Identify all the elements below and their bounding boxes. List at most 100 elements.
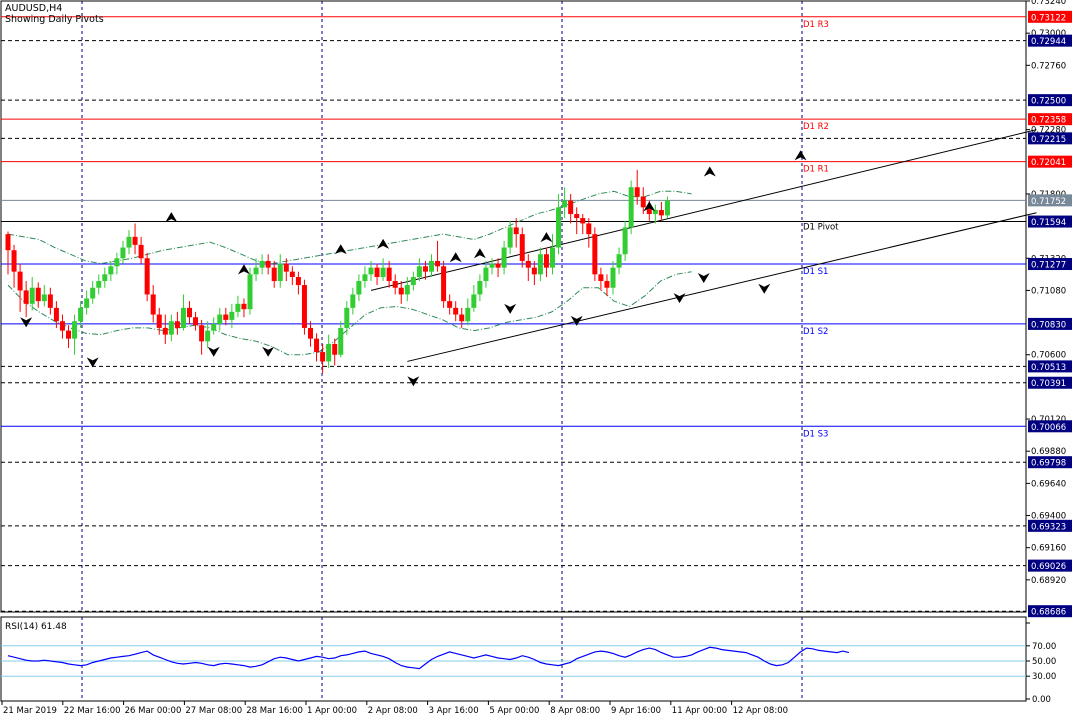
candle-body xyxy=(513,227,519,235)
candle-body xyxy=(622,227,628,255)
x-tick-label: 8 Apr 08:00 xyxy=(550,706,600,716)
level-price-tag-label: 0.71277 xyxy=(1031,261,1066,271)
candle-body xyxy=(441,266,447,302)
fractal-arrow xyxy=(237,264,250,275)
price-tag xyxy=(1028,132,1072,145)
level-price-tag-label: 0.72358 xyxy=(1031,116,1066,126)
candle-body xyxy=(386,267,392,282)
candle-body xyxy=(180,307,186,328)
candle-body xyxy=(465,307,471,322)
candle-body xyxy=(471,294,477,308)
candle-body xyxy=(531,267,537,275)
candle-body xyxy=(616,254,622,268)
candle-body xyxy=(41,294,47,302)
fractal-arrow xyxy=(794,150,807,161)
price-tag xyxy=(1028,519,1072,532)
candle-body xyxy=(664,200,670,216)
candle-body xyxy=(652,210,658,215)
x-tick-label: 5 Apr 00:00 xyxy=(489,706,539,716)
price-tag xyxy=(1028,94,1072,107)
level-price-tag-label: 0.71594 xyxy=(1031,218,1066,228)
candle-body xyxy=(344,307,350,328)
candle-body xyxy=(199,325,205,342)
candle-body xyxy=(78,307,84,322)
fractal-arrow xyxy=(570,315,583,326)
candle-body xyxy=(277,263,283,282)
candle-body xyxy=(259,260,265,268)
price-tag-label: 0.69798 xyxy=(1031,459,1066,469)
price-tag xyxy=(1028,559,1072,572)
candle-body xyxy=(422,266,428,272)
candle-body xyxy=(205,330,211,342)
candle-body xyxy=(96,281,102,288)
price-tag xyxy=(1028,376,1072,389)
level-price-tag-label: 0.70066 xyxy=(1031,423,1066,433)
fractal-arrow xyxy=(449,252,462,263)
price-tag-label: 0.72500 xyxy=(1031,97,1066,107)
candle-body xyxy=(550,247,555,268)
candle-body xyxy=(126,236,132,248)
price-tag-label: 0.72215 xyxy=(1031,135,1066,145)
candle-body xyxy=(90,287,96,299)
candle-body xyxy=(658,210,664,216)
pivot-level-label: D1 Pivot xyxy=(803,223,839,233)
candle-body xyxy=(162,327,168,335)
price-tag-label: 0.68686 xyxy=(1031,608,1066,618)
candle-body xyxy=(646,207,652,215)
candle-body xyxy=(326,344,332,362)
rsi-tick-label: 50.00 xyxy=(1032,657,1056,667)
candle-body xyxy=(556,207,562,248)
level-price-tag xyxy=(1028,155,1072,168)
fractal-arrow xyxy=(673,293,686,304)
candle-body xyxy=(604,281,610,288)
candle-body xyxy=(398,287,404,295)
candle-body xyxy=(53,307,59,322)
pivot-level-label: D1 R2 xyxy=(803,122,829,132)
candle-body xyxy=(35,287,41,302)
candle-body xyxy=(114,258,120,267)
envelope-upper xyxy=(7,190,692,265)
indicator-title: Showing Daily Pivots xyxy=(5,14,104,25)
pivot-level-label: D1 R3 xyxy=(803,20,829,30)
candle-body xyxy=(132,236,138,245)
candle-body xyxy=(435,260,441,267)
y-tick-label: 0.72760 xyxy=(1031,61,1066,71)
candle-body xyxy=(410,277,416,286)
bid-price-tag-label: 0.71752 xyxy=(1031,197,1066,207)
candle-body xyxy=(301,285,307,328)
level-price-tag xyxy=(1028,258,1072,271)
candle-body xyxy=(610,267,616,288)
pivot-level-label: D1 S2 xyxy=(803,327,828,337)
rsi-tick-label: 70.00 xyxy=(1032,642,1056,652)
rsi-panel-frame xyxy=(0,616,1027,702)
y-tick-label: 0.70600 xyxy=(1031,351,1066,361)
candle-body xyxy=(59,321,65,331)
candle-body xyxy=(574,214,580,219)
x-tick-label: 21 Mar 2019 xyxy=(3,706,57,716)
candle-body xyxy=(525,260,531,268)
x-tick-label: 26 Mar 00:00 xyxy=(125,706,182,716)
y-tick-label: 0.68920 xyxy=(1031,576,1066,586)
level-price-tag-label: 0.70830 xyxy=(1031,320,1066,330)
rsi-tick-label: 30.00 xyxy=(1032,672,1056,682)
candle-body xyxy=(568,200,574,215)
fractal-arrow xyxy=(207,346,220,357)
candle-body xyxy=(265,260,271,268)
candle-body xyxy=(295,277,301,286)
fractal-arrow xyxy=(334,244,347,255)
candle-body xyxy=(416,266,422,278)
candle-body xyxy=(308,327,313,339)
level-price-tag-label: 0.73122 xyxy=(1031,13,1066,23)
level-price-tag xyxy=(1028,215,1072,228)
candle-body xyxy=(168,321,174,335)
candle-body xyxy=(314,338,320,353)
candle-body xyxy=(447,301,453,308)
candle-body xyxy=(519,234,525,261)
fractal-arrow xyxy=(407,376,420,387)
candle-body xyxy=(562,200,568,208)
price-tag xyxy=(1028,360,1072,373)
symbol-title: AUDUSD,H4 xyxy=(5,3,63,14)
rsi-label: RSI(14) 61.48 xyxy=(5,622,67,632)
y-tick-label: 0.71080 xyxy=(1031,286,1066,296)
y-tick-label: 0.73000 xyxy=(1031,29,1066,39)
